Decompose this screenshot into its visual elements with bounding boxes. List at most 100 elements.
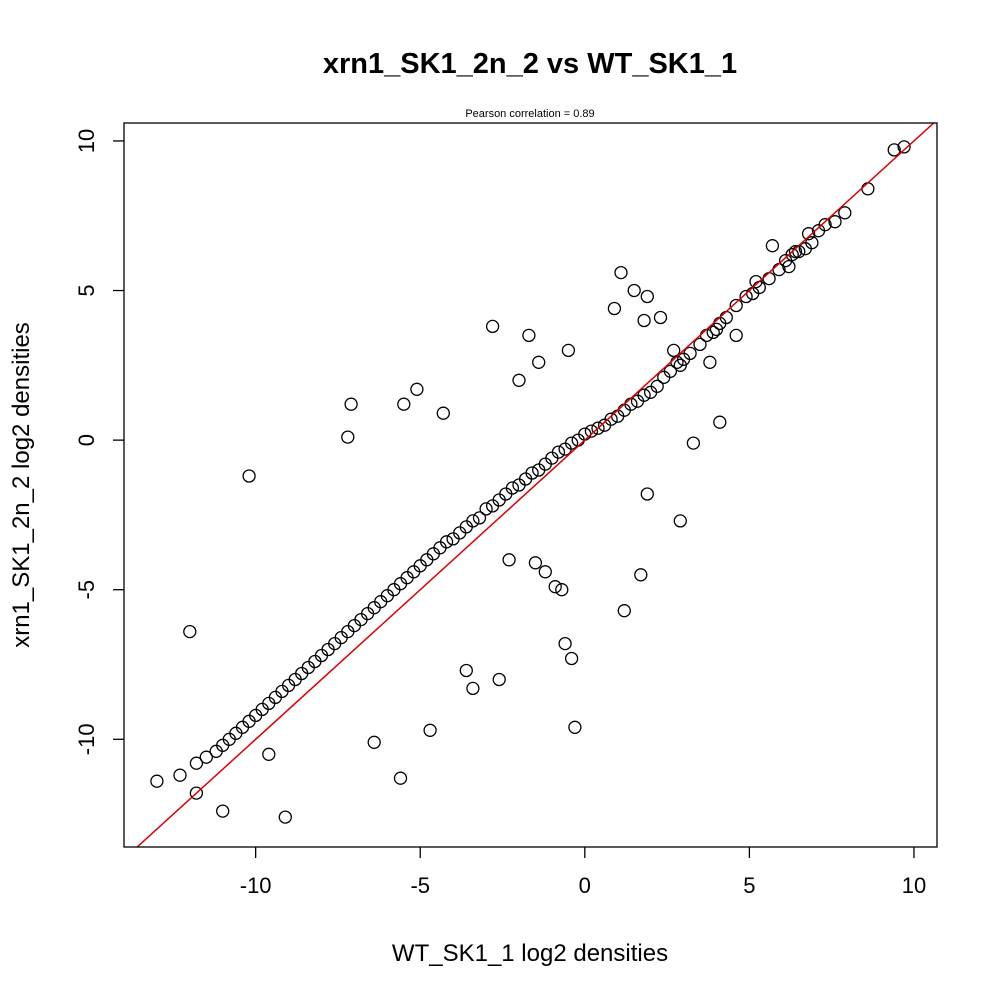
data-point: [693, 337, 707, 352]
y-tick-label: 10: [74, 129, 99, 153]
data-point: [828, 215, 842, 229]
data-point: [703, 355, 717, 369]
data-point: [782, 259, 796, 274]
data-point: [485, 319, 500, 334]
data-point: [657, 370, 671, 384]
data-point: [597, 418, 612, 432]
data-point: [410, 382, 424, 396]
points-layer: [150, 140, 911, 824]
data-point: [393, 771, 408, 785]
data-point: [637, 313, 651, 328]
x-axis-label: WT_SK1_1 log2 densities: [392, 940, 668, 967]
data-point: [686, 436, 701, 450]
data-point: [640, 289, 654, 304]
x-axis: -10 -5 0 5 10: [240, 847, 926, 898]
data-point: [749, 274, 763, 289]
data-point: [278, 810, 292, 824]
data-point: [512, 373, 526, 387]
data-point: [713, 415, 727, 429]
data-point: [607, 301, 622, 316]
data-point: [762, 271, 776, 286]
data-point: [729, 298, 743, 313]
data-point: [555, 583, 569, 597]
y-tick-label: 0: [74, 434, 99, 446]
data-point: [522, 328, 536, 343]
data-point: [209, 744, 223, 758]
plot-frame: [123, 122, 938, 848]
data-point: [216, 804, 230, 818]
data-point: [709, 322, 724, 337]
y-axis: -10 -5 0 5 10: [74, 129, 124, 755]
data-point: [532, 355, 546, 369]
data-point: [502, 553, 516, 567]
data-point: [485, 499, 500, 513]
data-point: [436, 406, 450, 420]
data-point: [479, 502, 493, 516]
y-axis-label: xrn1_SK1_2n_2 log2 densities: [8, 322, 35, 648]
data-point: [861, 182, 875, 196]
x-tick-label: 0: [579, 873, 591, 898]
data-point: [630, 394, 645, 408]
data-point: [653, 310, 668, 325]
data-point: [558, 442, 572, 456]
data-point: [242, 469, 256, 483]
data-point: [673, 514, 687, 528]
data-point: [558, 636, 572, 651]
x-tick-label: -10: [240, 873, 272, 898]
data-point: [568, 720, 582, 734]
data-point: [801, 227, 816, 241]
data-point: [466, 681, 480, 696]
data-point: [423, 723, 437, 737]
y-tick-label: -10: [74, 723, 99, 755]
data-point: [397, 397, 411, 411]
data-point: [729, 328, 743, 343]
data-point: [788, 244, 803, 259]
data-point: [798, 242, 812, 256]
reference-line: [136, 123, 935, 847]
data-point: [640, 487, 654, 501]
data-point: [561, 343, 576, 358]
data-point: [344, 397, 358, 411]
data-point: [706, 325, 720, 340]
data-point: [446, 532, 460, 546]
data-point: [532, 463, 546, 477]
data-point: [459, 663, 473, 678]
data-point: [173, 768, 187, 782]
data-point: [739, 289, 753, 304]
data-point: [634, 568, 648, 582]
data-point: [887, 143, 901, 157]
x-tick-label: 10: [902, 873, 926, 898]
data-point: [765, 239, 780, 253]
y-tick-label: -5: [74, 580, 99, 600]
data-point: [199, 750, 213, 764]
data-point: [667, 343, 681, 358]
data-point: [189, 786, 204, 800]
data-point: [150, 774, 164, 788]
data-point: [538, 565, 552, 579]
data-point: [673, 358, 687, 372]
y-tick-label: 5: [74, 284, 99, 296]
data-point: [189, 756, 204, 770]
data-point: [528, 556, 543, 570]
data-point: [591, 421, 605, 435]
reference-line-layer: [136, 123, 935, 847]
x-tick-label: -5: [410, 873, 430, 898]
data-point: [564, 651, 579, 666]
x-tick-label: 5: [743, 873, 755, 898]
data-point: [811, 224, 826, 238]
chart-subtitle: Pearson correlation = 0.89: [465, 108, 594, 120]
data-point: [262, 747, 276, 761]
data-point: [584, 424, 599, 438]
data-point: [341, 430, 355, 444]
data-point: [183, 624, 197, 639]
data-point: [512, 478, 526, 492]
data-point: [614, 265, 628, 280]
data-point: [897, 140, 911, 154]
data-point: [548, 580, 562, 594]
data-point: [627, 283, 641, 298]
data-point: [838, 206, 852, 220]
data-point: [367, 735, 381, 749]
data-point: [617, 604, 631, 618]
chart-title: xrn1_SK1_2n_2 vs WT_SK1_1: [323, 48, 737, 80]
